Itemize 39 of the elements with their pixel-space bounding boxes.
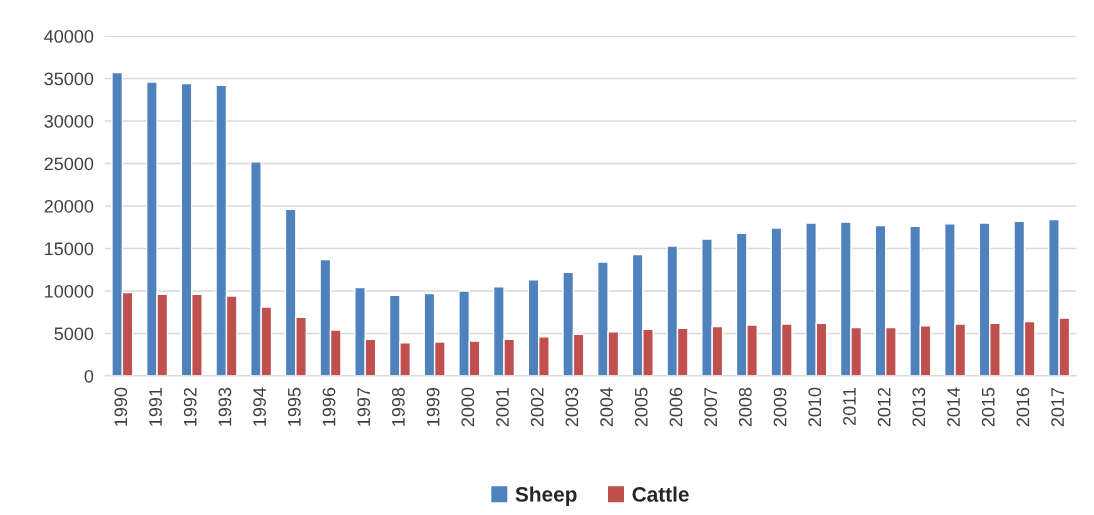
x-tick-label: 1990 — [114, 387, 128, 426]
legend-label: Sheep — [515, 486, 577, 506]
legend-label: Cattle — [632, 486, 689, 502]
x-tick-label: 2003 — [565, 387, 579, 427]
x-tick-label: 2011 — [843, 387, 856, 425]
y-tick-label: 40000 — [44, 29, 94, 43]
x-tick-label: 2006 — [669, 387, 683, 427]
y-tick-label: 15000 — [45, 242, 94, 256]
y-tick-label: 25000 — [44, 157, 94, 171]
x-tick-label: 2004 — [600, 387, 613, 427]
x-tick-label: 1999 — [426, 387, 440, 426]
x-tick-label: 2000 — [461, 387, 475, 427]
y-tick-label: 30000 — [44, 114, 94, 128]
y-tick-label: 35000 — [44, 72, 94, 86]
x-tick-label: 2002 — [530, 387, 544, 427]
x-tick-label: 2007 — [704, 387, 718, 427]
x-tick-label: 2009 — [773, 387, 787, 427]
x-tick-label: 2008 — [738, 387, 752, 427]
x-tick-label: 1997 — [357, 387, 371, 426]
x-tick-label: 1995 — [287, 387, 301, 426]
x-tick-label: 2017 — [1051, 387, 1064, 427]
x-tick-label: 1993 — [218, 387, 232, 426]
x-tick-label: 2005 — [634, 387, 648, 427]
x-tick-label: 2015 — [981, 387, 995, 427]
x-tick-label: 2013 — [912, 387, 926, 427]
y-tick-label: 20000 — [44, 199, 94, 213]
y-tick-label: 0 — [84, 369, 94, 383]
y-tick-label: 5000 — [54, 327, 94, 341]
x-tick-label: 1992 — [183, 387, 197, 426]
x-tick-label: 2016 — [1016, 387, 1030, 427]
x-tick-label: 2014 — [947, 387, 960, 427]
x-tick-label: 1996 — [322, 387, 336, 426]
x-tick-label: 1994 — [253, 387, 266, 426]
x-tick-label: 2010 — [808, 387, 822, 427]
x-tick-label: 2012 — [877, 387, 891, 427]
y-tick-label: 10000 — [45, 284, 94, 298]
x-tick-label: 2001 — [496, 387, 509, 427]
x-tick-label: 1998 — [392, 387, 405, 426]
x-tick-label: 1991 — [149, 387, 162, 426]
